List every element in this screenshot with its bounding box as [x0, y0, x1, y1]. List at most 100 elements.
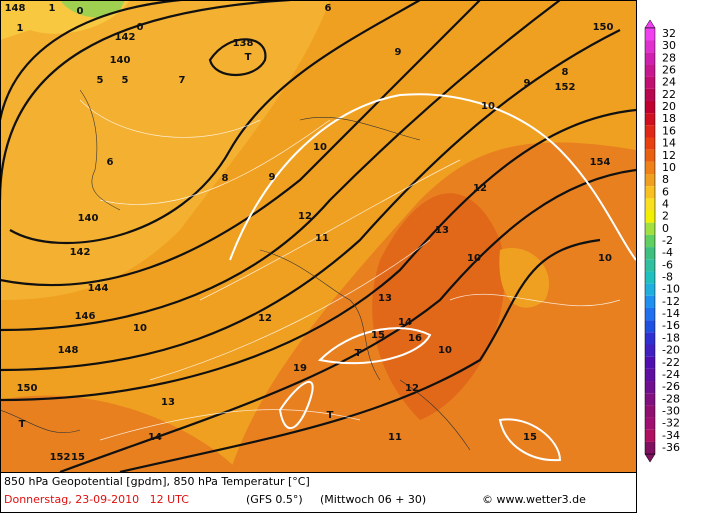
colorbar-label: -8 [662, 271, 673, 284]
colorbar-label: 2 [662, 210, 669, 223]
map-label: 1 [49, 3, 56, 14]
map-label: 8 [562, 67, 569, 78]
colorbar-cell [645, 64, 655, 77]
colorbar-label: 4 [662, 197, 669, 210]
colorbar-label: -6 [662, 258, 673, 271]
colorbar-label: -24 [662, 368, 680, 381]
colorbar-cell [645, 332, 655, 345]
footer-date: Donnerstag, 23-09-2010 12 UTC [4, 493, 189, 506]
map-label: 14 [148, 432, 162, 443]
colorbar-cell [645, 40, 655, 53]
colorbar-label: 6 [662, 185, 669, 198]
map-label: 5 [97, 75, 104, 86]
map-label: 13 [378, 293, 392, 304]
colorbar-label: 28 [662, 51, 676, 64]
map-label: 142 [115, 32, 136, 43]
map-label: 10 [598, 253, 612, 264]
colorbar-label: -16 [662, 319, 680, 332]
colorbar-label: -20 [662, 344, 680, 357]
map-label: 140 [78, 213, 99, 224]
colorbar-cell [645, 356, 655, 369]
colorbar-cell [645, 113, 655, 126]
map-label: 8 [222, 173, 229, 184]
map-label: 10 [481, 101, 495, 112]
colorbar-cell [645, 405, 655, 418]
colorbar-cell [645, 320, 655, 333]
colorbar-cell [645, 234, 655, 248]
map-label: 12 [405, 383, 419, 394]
map-label: 142 [70, 247, 91, 258]
map-label: 13 [435, 225, 449, 236]
colorbar: 32302826242220181614121086420-2-4-6-8-10… [644, 19, 680, 463]
colorbar-cell [645, 307, 655, 321]
map-label: 152 [555, 82, 576, 93]
colorbar-cell [645, 198, 655, 211]
map-label: T [19, 419, 26, 430]
map-label: 6 [107, 157, 114, 168]
colorbar-label: -14 [662, 307, 680, 320]
map-label: 12 [258, 313, 272, 324]
colorbar-cell [645, 247, 655, 260]
map-label: 16 [408, 333, 422, 344]
colorbar-cell [645, 283, 655, 296]
colorbar-label: 26 [662, 64, 676, 77]
colorbar-cell [645, 100, 655, 114]
map-label: 10 [313, 142, 327, 153]
colorbar-cell [645, 368, 655, 382]
map-label: 148 [58, 345, 79, 356]
colorbar-cell [645, 137, 655, 150]
colorbar-label: 24 [662, 76, 676, 89]
colorbar-cell [645, 88, 655, 101]
map-label: T [327, 410, 334, 421]
colorbar-cell [645, 76, 655, 89]
colorbar-cell [645, 174, 655, 187]
footer-run: (Mittwoch 06 + 30) [320, 493, 426, 506]
map-label: 154 [590, 157, 611, 168]
colorbar-label: 22 [662, 88, 676, 101]
colorbar-label: 12 [662, 149, 676, 162]
colorbar-cell [645, 149, 655, 162]
colorbar-label: 30 [662, 39, 676, 52]
map-label: 15 [523, 432, 537, 443]
colorbar-label: -4 [662, 246, 673, 259]
colorbar-cell [645, 344, 655, 357]
colorbar-cell [645, 210, 655, 223]
footer-model: (GFS 0.5°) [246, 493, 303, 506]
colorbar-label: 32 [662, 27, 676, 40]
colorbar-cell [645, 417, 655, 430]
map-label: 7 [179, 75, 186, 86]
colorbar-label: 20 [662, 100, 676, 113]
map-label: 12 [298, 211, 312, 222]
colorbar-label: -30 [662, 404, 680, 417]
colorbar-label: 10 [662, 161, 676, 174]
map-label: 5 [122, 75, 129, 86]
map-label: 19 [293, 363, 307, 374]
footer-title: 850 hPa Geopotential [gpdm], 850 hPa Tem… [4, 475, 310, 488]
map-label: 150 [593, 22, 614, 33]
colorbar-cell [645, 381, 655, 394]
map-label: 150 [17, 383, 38, 394]
colorbar-label: 16 [662, 124, 676, 137]
colorbar-label: 0 [662, 222, 669, 235]
colorbar-label: -12 [662, 295, 680, 308]
colorbar-cell [645, 393, 655, 406]
colorbar-label: -18 [662, 331, 680, 344]
map-label: 6 [325, 3, 332, 14]
colorbar-arrow-top [644, 19, 656, 29]
map-label: 15 [371, 330, 385, 341]
map-label: 12 [473, 183, 487, 194]
colorbar-cell [645, 52, 655, 65]
colorbar-label: -28 [662, 392, 680, 405]
map-label: 144 [88, 283, 109, 294]
footer-box [0, 472, 637, 513]
colorbar-cell [645, 429, 655, 442]
map-label: 14 [398, 317, 412, 328]
colorbar-arrow-bottom [644, 453, 656, 463]
footer-credit: © www.wetter3.de [482, 493, 586, 506]
map-label: 0 [137, 22, 144, 33]
map-label: 140 [110, 55, 131, 66]
colorbar-label: -34 [662, 429, 680, 442]
map-label: 138 [233, 38, 254, 49]
